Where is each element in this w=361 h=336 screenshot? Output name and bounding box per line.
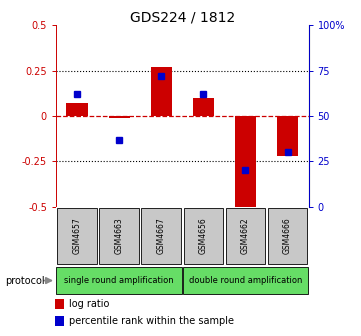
Bar [151, 67, 172, 116]
Bar [183, 267, 308, 294]
Bar [235, 116, 256, 212]
Bar [226, 208, 265, 264]
Text: log ratio: log ratio [69, 299, 109, 309]
Bar [55, 299, 64, 309]
Title: GDS224 / 1812: GDS224 / 1812 [130, 10, 235, 24]
Text: single round amplification: single round amplification [64, 276, 174, 285]
Text: GSM4662: GSM4662 [241, 218, 250, 254]
Text: double round amplification: double round amplification [189, 276, 302, 285]
Text: GSM4657: GSM4657 [73, 218, 82, 254]
Bar [277, 116, 298, 156]
Bar [193, 98, 214, 116]
Text: GSM4663: GSM4663 [115, 218, 123, 254]
Bar [57, 208, 97, 264]
Bar [183, 208, 223, 264]
Text: GSM4666: GSM4666 [283, 218, 292, 254]
Bar [99, 208, 139, 264]
Bar [142, 208, 181, 264]
Bar [55, 316, 64, 326]
Bar [56, 267, 182, 294]
Bar [268, 208, 308, 264]
Text: GSM4667: GSM4667 [157, 218, 166, 254]
Bar [109, 116, 130, 118]
Text: protocol: protocol [5, 276, 45, 286]
Bar [66, 103, 87, 116]
Text: GSM4656: GSM4656 [199, 218, 208, 254]
Text: percentile rank within the sample: percentile rank within the sample [69, 316, 234, 326]
